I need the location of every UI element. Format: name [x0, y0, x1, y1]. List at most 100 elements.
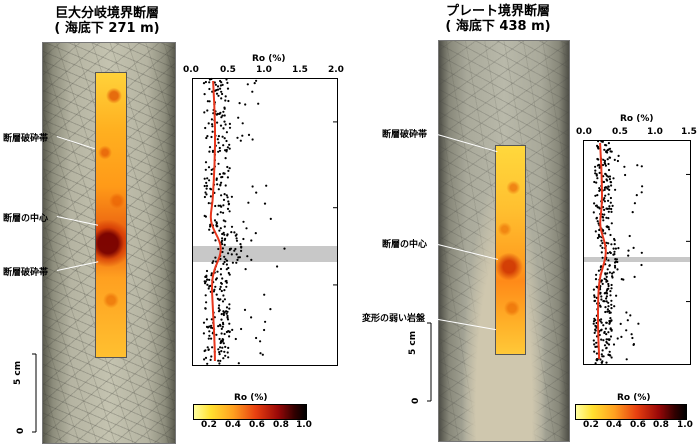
left-point: [244, 103, 247, 106]
left-point: [226, 176, 229, 179]
right-point: [613, 253, 616, 256]
left-point: [228, 122, 231, 125]
right-point: [609, 201, 612, 204]
left-point: [216, 270, 219, 273]
left-point: [210, 168, 213, 171]
left-point: [243, 308, 247, 311]
left-point: [235, 233, 238, 236]
right-trend-line: [597, 142, 607, 360]
right-label-lower: 変形の弱い岩盤: [362, 314, 426, 324]
right-point: [614, 266, 617, 269]
left-point: [221, 300, 225, 303]
right-point: [609, 294, 612, 297]
left-point: [246, 255, 249, 258]
left-point: [211, 130, 214, 133]
right-point: [596, 194, 599, 197]
left-point: [276, 265, 279, 268]
left-point: [205, 181, 208, 184]
right-point: [609, 180, 612, 184]
left-point: [224, 95, 227, 98]
left-point: [210, 326, 213, 329]
left-point: [237, 256, 240, 259]
left-point: [211, 261, 214, 264]
left-point: [222, 172, 225, 175]
left-point: [250, 239, 253, 242]
right-point: [609, 317, 612, 320]
right-point: [604, 310, 607, 314]
right-colorbar-title: Ro (%): [617, 393, 651, 403]
left-point: [218, 353, 221, 356]
right-cb-tick-1: 0.4: [606, 420, 622, 430]
right-point: [595, 204, 598, 207]
left-point: [221, 114, 224, 117]
left-point: [204, 161, 208, 164]
right-point: [611, 272, 614, 275]
left-point: [224, 123, 227, 126]
right-point: [604, 273, 607, 276]
left-point: [203, 184, 206, 188]
left-point: [214, 239, 217, 242]
right-point: [600, 239, 603, 242]
right-point: [610, 283, 613, 287]
left-point: [219, 124, 223, 127]
right-point: [611, 204, 614, 207]
right-point: [596, 144, 599, 147]
right-point: [601, 256, 604, 259]
left-point: [221, 243, 224, 246]
right-point: [594, 194, 597, 197]
left-point: [220, 281, 223, 285]
left-point: [220, 241, 223, 244]
left-point: [230, 253, 233, 256]
left-point: [217, 141, 220, 144]
right-point: [594, 324, 597, 327]
left-point: [203, 111, 206, 114]
right-label-upper: 断層破砕帯: [382, 130, 428, 140]
left-point: [227, 346, 230, 349]
right-point: [607, 287, 610, 290]
left-point: [224, 345, 227, 348]
left-point: [218, 173, 221, 176]
left-point: [221, 250, 224, 254]
right-point: [628, 234, 631, 238]
left-point: [246, 83, 249, 86]
left-point: [217, 325, 220, 328]
left-point: [239, 139, 242, 142]
right-point: [607, 331, 610, 334]
right-point: [610, 307, 613, 310]
right-point: [607, 282, 610, 286]
left-point: [204, 80, 207, 84]
right-cb-tick-0: 0.2: [583, 420, 599, 430]
left-point: [215, 333, 218, 336]
right-point: [617, 154, 620, 157]
right-point: [605, 297, 608, 300]
right-point: [598, 171, 601, 174]
left-point: [233, 231, 236, 234]
right-cb-tick-2: 0.6: [630, 420, 646, 430]
left-point: [251, 185, 254, 188]
right-point: [605, 241, 608, 244]
left-point: [222, 342, 225, 345]
right-point: [597, 269, 600, 272]
left-point: [255, 191, 258, 194]
left-point: [219, 211, 222, 214]
left-point: [247, 201, 250, 204]
right-point: [609, 150, 612, 153]
right-point: [608, 156, 612, 159]
right-point: [630, 333, 633, 336]
left-point: [261, 353, 264, 356]
right-point: [603, 161, 606, 164]
right-cb-tick-4: 1.0: [677, 420, 693, 430]
left-point: [214, 256, 217, 259]
left-plot-axis-title: Ro (%): [252, 54, 286, 64]
left-point: [226, 81, 229, 84]
left-point: [220, 181, 223, 184]
right-point: [599, 244, 602, 247]
left-point: [215, 222, 218, 225]
left-point: [220, 194, 223, 197]
right-point: [603, 186, 606, 189]
left-point: [221, 346, 224, 349]
left-point: [226, 165, 229, 169]
left-point: [226, 314, 229, 318]
left-point: [213, 81, 216, 84]
left-point: [239, 243, 242, 246]
